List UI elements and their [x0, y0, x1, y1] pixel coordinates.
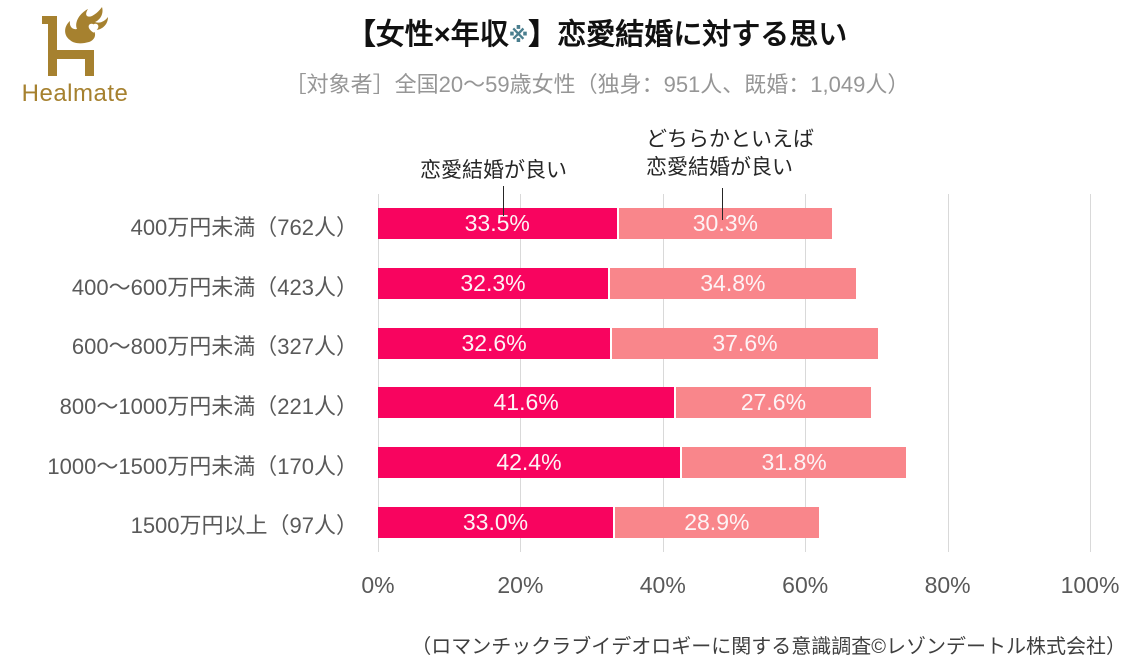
x-axis-tick-label: 60% — [782, 572, 829, 598]
bar-segment: 42.4% — [378, 447, 680, 478]
brand-logo-text: Healmate — [21, 80, 129, 107]
bar-value-label: 37.6% — [712, 329, 778, 356]
bar-value-label: 31.8% — [761, 449, 827, 475]
bar-value-label: 32.6% — [461, 329, 527, 356]
gridline — [378, 194, 379, 552]
bar-value-label: 28.9% — [684, 508, 750, 535]
x-axis-tick-label: 100% — [1060, 572, 1120, 598]
bar-segment: 32.6% — [378, 327, 611, 359]
bar-segment: 31.8% — [681, 447, 907, 478]
bar-segment: 30.3% — [618, 208, 833, 240]
page-subtitle: ［対象者］全国20〜59歳女性（独身：951人、既婚：1,049人） — [284, 71, 910, 97]
source-note: （ロマンチックラブイデオロギーに関する意識調査©レゾンデートル株式会社） — [411, 636, 1126, 658]
series-label-somewhat-line1: どちらかといえば — [646, 128, 814, 151]
gridline — [947, 194, 949, 552]
gridline — [520, 194, 522, 552]
x-axis-tick-label: 40% — [639, 572, 686, 598]
title-suffix: 】恋愛結婚に対する思い — [528, 19, 848, 51]
category-label: 600〜800万円未満（327人） — [71, 334, 358, 360]
bar-value-label: 41.6% — [493, 389, 559, 416]
bar-value-label: 32.3% — [460, 270, 526, 296]
bar-value-label: 27.6% — [740, 389, 807, 416]
header: 【女性×年収※】恋愛結婚に対する思い ［対象者］全国20〜59歳女性（独身：95… — [80, 18, 1114, 99]
gridline — [1090, 194, 1091, 552]
bar-segment: 37.6% — [612, 327, 878, 359]
category-label: 400〜600万円未満（423人） — [71, 274, 358, 300]
series-label-somewhat-love-marriage: どちらかといえば 恋愛結婚が良い — [646, 126, 814, 182]
category-label: 1000〜1500万円未満（170人） — [47, 453, 358, 479]
category-label: 400万円未満（762人） — [130, 214, 358, 240]
gridline — [662, 194, 664, 552]
page-title: 【女性×年収※】恋愛結婚に対する思い — [80, 18, 1114, 53]
x-axis-tick-label: 20% — [497, 572, 544, 598]
series-label-somewhat-line2: 恋愛結婚が良い — [646, 156, 793, 179]
bar-segment: 41.6% — [378, 387, 675, 419]
bar-value-label: 42.4% — [496, 449, 562, 475]
x-axis-tick-label: 0% — [361, 572, 395, 598]
bar-segment: 27.6% — [676, 387, 871, 419]
brand-logo: Healmate — [20, 6, 130, 108]
bar-segment: 28.9% — [614, 506, 819, 538]
category-label: 800〜1000万円未満（221人） — [59, 393, 358, 419]
title-footnote-marker: ※ — [508, 25, 529, 47]
bar-value-label: 33.0% — [462, 508, 529, 535]
leader-line-series1 — [503, 186, 504, 216]
leader-line-series2 — [722, 188, 723, 220]
bar-segment: 33.5% — [378, 208, 617, 240]
bar-segment: 34.8% — [609, 268, 856, 299]
bar-value-label: 34.8% — [700, 270, 766, 296]
bar-segment: 33.0% — [378, 506, 613, 538]
bar-value-label: 30.3% — [692, 210, 758, 237]
x-axis-tick-label: 80% — [924, 572, 971, 598]
bar-segment: 32.3% — [378, 268, 608, 299]
series-label-love-marriage: 恋愛結婚が良い — [420, 159, 567, 182]
gridline — [805, 194, 807, 552]
bar-value-label: 33.5% — [464, 210, 530, 237]
healmate-logo-icon — [42, 7, 108, 76]
title-prefix: 【女性×年収 — [346, 19, 509, 51]
category-label: 1500万円以上（97人） — [130, 513, 358, 539]
